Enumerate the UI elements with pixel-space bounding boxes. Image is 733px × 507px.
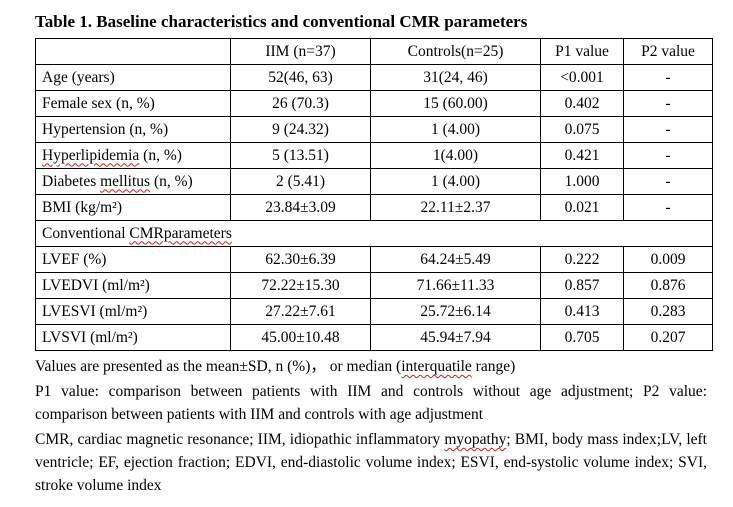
value-cell: 0.075 — [540, 116, 624, 143]
text-segment: Values are presented as the mean±SD, n (… — [35, 358, 402, 375]
value-cell: - — [623, 168, 713, 195]
footnote-paragraph: P1 value: comparison between patients wi… — [35, 380, 707, 426]
value-cell: <0.001 — [540, 64, 624, 91]
row-label-cell: BMI (kg/m²) — [35, 194, 231, 221]
value-cell: - — [623, 64, 713, 91]
column-header-controls: Controls(n=25) — [370, 38, 541, 65]
text-segment: LVEDVI (ml/m²) — [42, 276, 150, 294]
value-cell: 1.000 — [540, 168, 624, 195]
value-cell: 62.30±6.39 — [230, 246, 371, 273]
value-cell: 1 (4.00) — [370, 168, 541, 195]
table-row: Female sex (n, %) 26 (70.3) 15 (60.00) 0.40… — [35, 90, 713, 117]
text-segment: LVSVI (ml/m²) — [42, 328, 138, 346]
section-header-row: Conventional CMRparameters — [35, 220, 713, 247]
value-cell: 0.857 — [540, 272, 624, 299]
value-cell: 0.705 — [540, 324, 624, 351]
value-cell: 0.421 — [540, 142, 624, 169]
section-header-cell: Conventional CMRparameters — [35, 220, 713, 247]
spellcheck-flagged-text: myopathy — [444, 431, 507, 448]
row-label-cell: Age (years) — [35, 64, 231, 91]
value-cell: 72.22±15.30 — [230, 272, 371, 299]
value-cell: - — [623, 194, 713, 221]
row-label-cell: Hyperlipidemia (n, %) — [35, 142, 231, 169]
value-cell: 45.00±10.48 — [230, 324, 371, 351]
spellcheck-flagged-text: CMRparameters — [129, 224, 232, 242]
text-segment: Hypertension (n, %) — [42, 120, 169, 138]
column-header-iim: IIM (n=37) — [230, 38, 371, 65]
value-cell: 52(46, 63) — [230, 64, 371, 91]
table-row: BMI (kg/m²) 23.84±3.09 22.11±2.37 0.021- — [35, 194, 713, 221]
text-segment: (n, %) — [139, 146, 182, 164]
table-row: LVSVI (ml/m²) 45.00±10.48 45.94±7.94 0.705 0… — [35, 324, 713, 351]
table-title: Table 1. Baseline characteristics and co… — [35, 12, 528, 31]
row-label-cell: LVEDVI (ml/m²) — [35, 272, 231, 299]
table-body: Age (years) 52(46, 63) 31(24, 46) <0.001- Fe… — [35, 64, 713, 351]
table-row: LVESVI (ml/m²) 27.22±7.61 25.72±6.14 0.413 0… — [35, 298, 713, 325]
text-segment: ; BMI, body mass index;LV, left ventricl… — [35, 431, 707, 494]
text-segment: Diabetes — [42, 172, 101, 190]
column-header-empty — [35, 38, 231, 65]
value-cell: 15 (60.00) — [370, 90, 541, 117]
value-cell: 0.283 — [623, 298, 713, 325]
table-row: LVEF (%) 62.30±6.39 64.24±5.49 0.222 0.009 — [35, 246, 713, 273]
row-label-cell: LVEF (%) — [35, 246, 231, 273]
value-cell: 1 (4.00) — [370, 116, 541, 143]
value-cell: - — [623, 116, 713, 143]
text-segment: (n, %) — [150, 172, 193, 190]
text-segment: LVEF (%) — [42, 250, 107, 268]
row-label-cell: LVSVI (ml/m²) — [35, 324, 231, 351]
value-cell: 0.009 — [623, 246, 713, 273]
footnote-paragraph: CMR, cardiac magnetic resonance; IIM, id… — [35, 428, 707, 497]
value-cell: 0.207 — [623, 324, 713, 351]
value-cell: 25.72±6.14 — [370, 298, 541, 325]
column-header-p1: P1 value — [540, 38, 624, 65]
value-cell: 2 (5.41) — [230, 168, 371, 195]
value-cell: 26 (70.3) — [230, 90, 371, 117]
text-segment: P1 value: comparison between patients wi… — [35, 383, 707, 423]
table-row: Diabetes mellitus (n, %) 2 (5.41) 1 (4.00)… — [35, 168, 713, 195]
text-segment: Age (years) — [42, 68, 115, 86]
value-cell: 27.22±7.61 — [230, 298, 371, 325]
value-cell: 0.021 — [540, 194, 624, 221]
table-footnotes: Values are presented as the mean±SD, n (… — [35, 355, 707, 497]
spellcheck-flagged-text: Hyperlipidemia — [42, 146, 140, 164]
value-cell: 1(4.00) — [370, 142, 541, 169]
value-cell: 0.413 — [540, 298, 624, 325]
table-header-row: IIM (n=37) Controls(n=25) P1 value P2 va… — [35, 38, 713, 65]
row-label-cell: Diabetes mellitus (n, %) — [35, 168, 231, 195]
text-segment: Female sex (n, %) — [42, 94, 155, 112]
text-segment: LVESVI (ml/m²) — [42, 302, 148, 320]
table-row: LVEDVI (ml/m²) 72.22±15.30 71.66±11.33 0.85… — [35, 272, 713, 299]
value-cell: 0.222 — [540, 246, 624, 273]
value-cell: 0.876 — [623, 272, 713, 299]
spellcheck-flagged-text: interquatile — [401, 358, 472, 375]
column-header-p2: P2 value — [623, 38, 713, 65]
value-cell: 22.11±2.37 — [370, 194, 541, 221]
value-cell: 9 (24.32) — [230, 116, 371, 143]
table-row: Hypertension (n, %) 9 (24.32) 1 (4.00) 0.07… — [35, 116, 713, 143]
value-cell: 31(24, 46) — [370, 64, 541, 91]
footnote-paragraph: Values are presented as the mean±SD, n (… — [35, 355, 707, 378]
value-cell: 64.24±5.49 — [370, 246, 541, 273]
table-row: Age (years) 52(46, 63) 31(24, 46) <0.001- — [35, 64, 713, 91]
text-segment: CMR, cardiac magnetic resonance; IIM, id… — [35, 431, 445, 448]
value-cell: 0.402 — [540, 90, 624, 117]
spellcheck-flagged-text: mellitus — [100, 172, 151, 190]
value-cell: 23.84±3.09 — [230, 194, 371, 221]
text-segment: BMI (kg/m²) — [42, 198, 122, 216]
value-cell: 5 (13.51) — [230, 142, 371, 169]
value-cell: - — [623, 90, 713, 117]
text-segment: Conventional — [42, 224, 130, 242]
table-row: Hyperlipidemia (n, %) 5 (13.51) 1(4.00) 0.4… — [35, 142, 713, 169]
row-label-cell: LVESVI (ml/m²) — [35, 298, 231, 325]
baseline-characteristics-table: IIM (n=37) Controls(n=25) P1 value P2 va… — [35, 38, 713, 351]
row-label-cell: Female sex (n, %) — [35, 90, 231, 117]
value-cell: 71.66±11.33 — [370, 272, 541, 299]
row-label-cell: Hypertension (n, %) — [35, 116, 231, 143]
value-cell: - — [623, 142, 713, 169]
text-segment: range) — [471, 358, 516, 375]
value-cell: 45.94±7.94 — [370, 324, 541, 351]
